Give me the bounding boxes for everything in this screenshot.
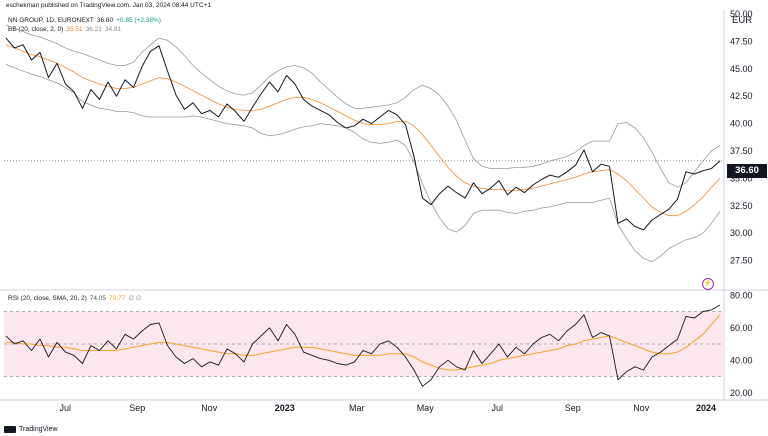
rsi-tick-label: 20.00 <box>730 388 753 398</box>
symbol-label: NN GROUP, 1D, EURONEXT <box>8 17 94 24</box>
rsi-tick-label: 60.00 <box>730 323 753 333</box>
rsi-series-rsi <box>5 304 721 387</box>
publisher-header: eschekman published on TradingView.com, … <box>6 2 211 9</box>
footer: TradingView <box>4 426 58 433</box>
price-legend: NN GROUP, 1D, EURONEXT 36.60 +0.85 (+2.38%… <box>8 17 164 24</box>
rsi-ma-value: 70.77 <box>109 295 126 302</box>
rsi-symbols: ∅ ∅ <box>128 295 142 302</box>
price-tick-label: 40.00 <box>730 119 753 129</box>
price-tick-label: 27.50 <box>730 256 753 266</box>
rsi-label: RSI (20, close, SMA, 20, 2) <box>8 295 87 302</box>
time-tick-label: Sep <box>565 403 581 413</box>
rsi-legend: RSI (20, close, SMA, 20, 2) 74.05 70.77 ∅ ∅ <box>8 294 144 302</box>
rsi-value: 74.05 <box>89 295 107 302</box>
time-tick-label: Jul <box>59 403 71 413</box>
price-tick-label: 30.00 <box>730 228 753 238</box>
bb-legend: BB (20, close, 2, 0) 35.51 36.21 34.81 <box>8 26 124 33</box>
price-tick-label: 42.50 <box>730 91 753 101</box>
time-tick-label: 2023 <box>275 403 295 413</box>
series-close <box>5 37 721 231</box>
price-tick-label: 47.50 <box>730 36 753 46</box>
rsi-tick-label: 40.00 <box>730 355 753 365</box>
lightning-icon[interactable]: ⚡ <box>702 278 714 290</box>
price-tick-label: 37.50 <box>730 146 753 156</box>
bb-basis-value: 35.51 <box>66 26 83 33</box>
time-tick-label: Nov <box>633 403 650 413</box>
bb-lower-value: 34.81 <box>104 26 122 33</box>
last-price-tag: 36.60 <box>727 164 767 178</box>
price-tick-label: 32.50 <box>730 201 753 211</box>
time-tick-label: 2024 <box>696 403 716 413</box>
bb-upper-value: 36.21 <box>85 26 102 33</box>
time-tick-label: May <box>417 403 435 413</box>
price-tick-label: 45.00 <box>730 64 753 74</box>
series-bb-lower <box>5 64 721 263</box>
series-bb-basis <box>5 44 721 217</box>
rsi-series-rsi-based-ma <box>6 314 721 371</box>
rsi-tick-label: 80.00 <box>730 290 753 300</box>
tradingview-logo-icon <box>4 426 16 433</box>
bb-label: BB (20, close, 2, 0) <box>8 26 64 33</box>
price-tick-label: 35.00 <box>730 173 753 183</box>
price-tick-label: 50.00 <box>730 9 753 19</box>
series-bb-upper <box>5 24 721 188</box>
time-tick-label: Nov <box>201 403 218 413</box>
time-tick-label: Mar <box>349 403 365 413</box>
footer-brand: TradingView <box>19 426 58 433</box>
time-tick-label: Jul <box>491 403 503 413</box>
currency-label: EUR <box>732 15 753 26</box>
last-price: 36.60 <box>96 17 114 24</box>
time-tick-label: Sep <box>129 403 145 413</box>
price-change: +0.85 (+2.38%) <box>116 17 161 24</box>
